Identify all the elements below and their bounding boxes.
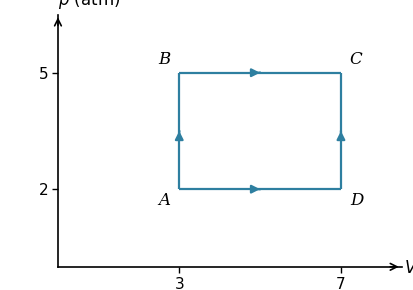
Text: $p$ (atm): $p$ (atm) (58, 0, 120, 11)
Text: D: D (349, 192, 362, 209)
Text: B: B (158, 51, 170, 68)
Text: $V$ (L): $V$ (L) (403, 257, 413, 277)
Text: C: C (349, 51, 362, 68)
Text: A: A (158, 192, 170, 209)
